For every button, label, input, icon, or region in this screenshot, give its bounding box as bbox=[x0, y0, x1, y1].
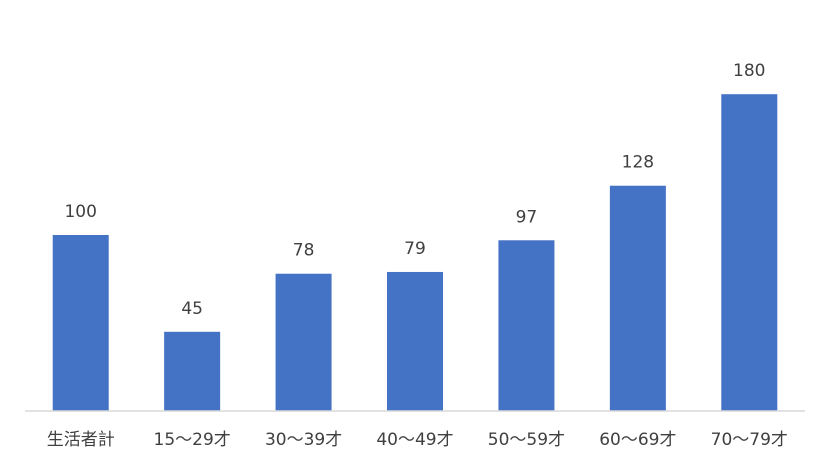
x-tick-label: 15～29才 bbox=[154, 430, 231, 450]
data-label: 45 bbox=[181, 299, 203, 319]
x-tick-label: 40～49才 bbox=[376, 430, 453, 450]
bar bbox=[498, 240, 555, 411]
data-label: 97 bbox=[516, 207, 538, 227]
bar bbox=[721, 94, 778, 411]
bar bbox=[387, 271, 443, 411]
data-label: 78 bbox=[293, 241, 315, 261]
x-tick-label: 70～79才 bbox=[711, 430, 788, 450]
data-label: 100 bbox=[64, 202, 96, 222]
data-label: 128 bbox=[622, 153, 654, 173]
bar bbox=[164, 331, 221, 411]
data-label: 180 bbox=[733, 61, 765, 81]
x-tick-label: 生活者計 bbox=[47, 430, 115, 450]
bar bbox=[52, 235, 109, 411]
x-tick-label: 60～69才 bbox=[599, 430, 676, 450]
data-label: 79 bbox=[404, 239, 426, 259]
x-tick-label: 30～39才 bbox=[265, 430, 342, 450]
bar bbox=[275, 273, 332, 411]
x-tick-label: 50～59才 bbox=[488, 430, 565, 450]
bar bbox=[609, 185, 666, 411]
